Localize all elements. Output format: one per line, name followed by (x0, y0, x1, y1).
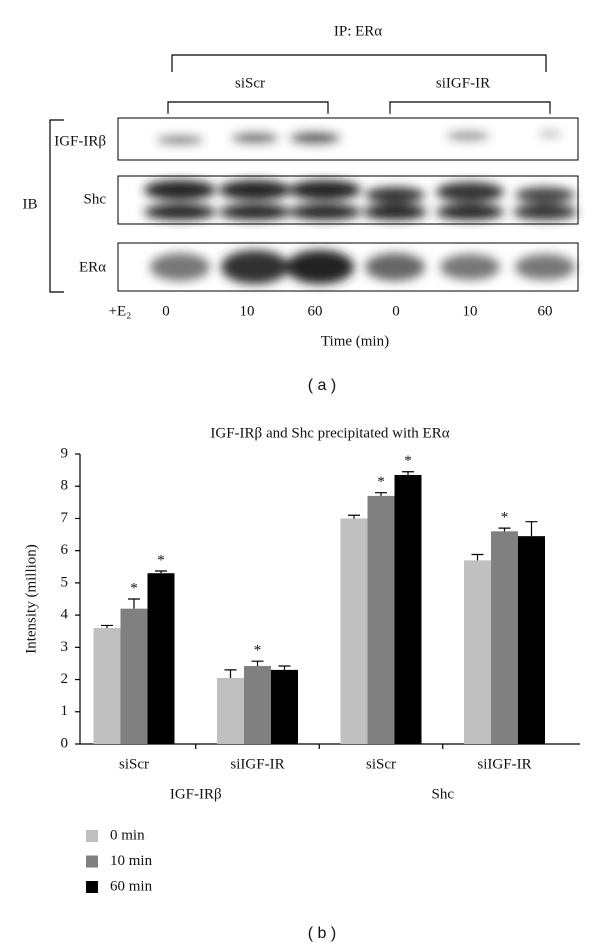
y-tick-label: 1 (61, 703, 69, 719)
y-tick-label: 9 (61, 445, 69, 461)
legend-label: 10 min (110, 853, 153, 869)
error-bar (155, 570, 167, 574)
x-axis-label: Time (min) (321, 333, 389, 349)
chart-title: IGF-IRβ and Shc precipitated with ERα (210, 425, 449, 441)
bar (394, 474, 422, 744)
legend-label: 60 min (110, 878, 153, 894)
significance-label: * (404, 453, 412, 469)
panel-label: ( b ) (308, 925, 336, 942)
group-label: siScr (235, 75, 265, 91)
significance-label: * (157, 552, 165, 568)
lane-label: 0 (162, 303, 170, 319)
legend-swatch (86, 830, 98, 842)
bar (464, 560, 491, 744)
blot-frame (117, 117, 579, 161)
row-label: Shc (84, 191, 107, 207)
y-axis-label: Intensity (million) (23, 544, 39, 654)
lane-label: 60 (538, 303, 553, 319)
y-tick-label: 5 (61, 574, 69, 590)
row-label: IGF-IRβ (54, 133, 106, 149)
bar (244, 666, 271, 744)
group-label: Shc (432, 786, 455, 802)
y-tick-label: 7 (61, 510, 69, 526)
error-bar (471, 553, 484, 561)
treatment-label: +E₂ (109, 303, 132, 319)
lane-label: 0 (392, 303, 400, 319)
bar (518, 536, 545, 744)
legend-label: 0 min (110, 827, 145, 843)
group-label: IGF-IRβ (170, 786, 222, 802)
bar (367, 495, 395, 744)
error-bar (278, 665, 291, 670)
blot-image (118, 118, 578, 284)
x-tick-label: siScr (119, 756, 149, 772)
ib-label: IB (23, 196, 38, 212)
significance-label: * (501, 510, 509, 526)
error-bar (348, 514, 360, 519)
group-bracket (389, 101, 551, 114)
y-tick-label: 8 (61, 478, 69, 494)
ip-bracket (171, 54, 547, 72)
bar (491, 531, 518, 744)
error-bar (375, 492, 387, 496)
legend-swatch (86, 855, 98, 868)
legend-swatch (86, 881, 98, 893)
group-label: siIGF-IR (436, 75, 490, 91)
group-bracket (167, 101, 329, 114)
y-tick-label: 0 (61, 735, 69, 751)
error-bar (224, 669, 237, 678)
error-bar (525, 521, 538, 537)
bar (147, 573, 175, 744)
bar (340, 518, 368, 744)
lane-label: 60 (308, 303, 323, 319)
y-tick-label: 4 (61, 607, 69, 623)
significance-label: * (130, 580, 138, 596)
x-tick-label: siIGF-IR (230, 756, 284, 772)
y-tick-label: 3 (61, 639, 69, 655)
x-tick-label: siScr (366, 756, 396, 772)
y-tick-label: 6 (61, 542, 69, 558)
lane-label: 10 (240, 303, 255, 319)
error-bar (498, 527, 511, 532)
y-tick-label: 2 (61, 671, 69, 687)
row-label: ERα (79, 259, 106, 275)
ib-bracket (49, 119, 64, 293)
bar (120, 608, 148, 744)
significance-label: * (377, 474, 385, 490)
significance-label: * (254, 643, 262, 659)
bar (93, 628, 121, 744)
error-bar (251, 660, 264, 667)
error-bar (402, 471, 414, 475)
panel-label: ( a ) (308, 377, 336, 394)
bar (271, 669, 298, 744)
error-bar (101, 624, 113, 628)
lane-label: 10 (463, 303, 478, 319)
ip-label: IP: ERα (334, 23, 382, 39)
blot-frame (117, 242, 579, 292)
blot-frame (117, 175, 579, 225)
bar (217, 677, 244, 744)
x-tick-label: siIGF-IR (477, 756, 531, 772)
error-bar (128, 598, 140, 609)
